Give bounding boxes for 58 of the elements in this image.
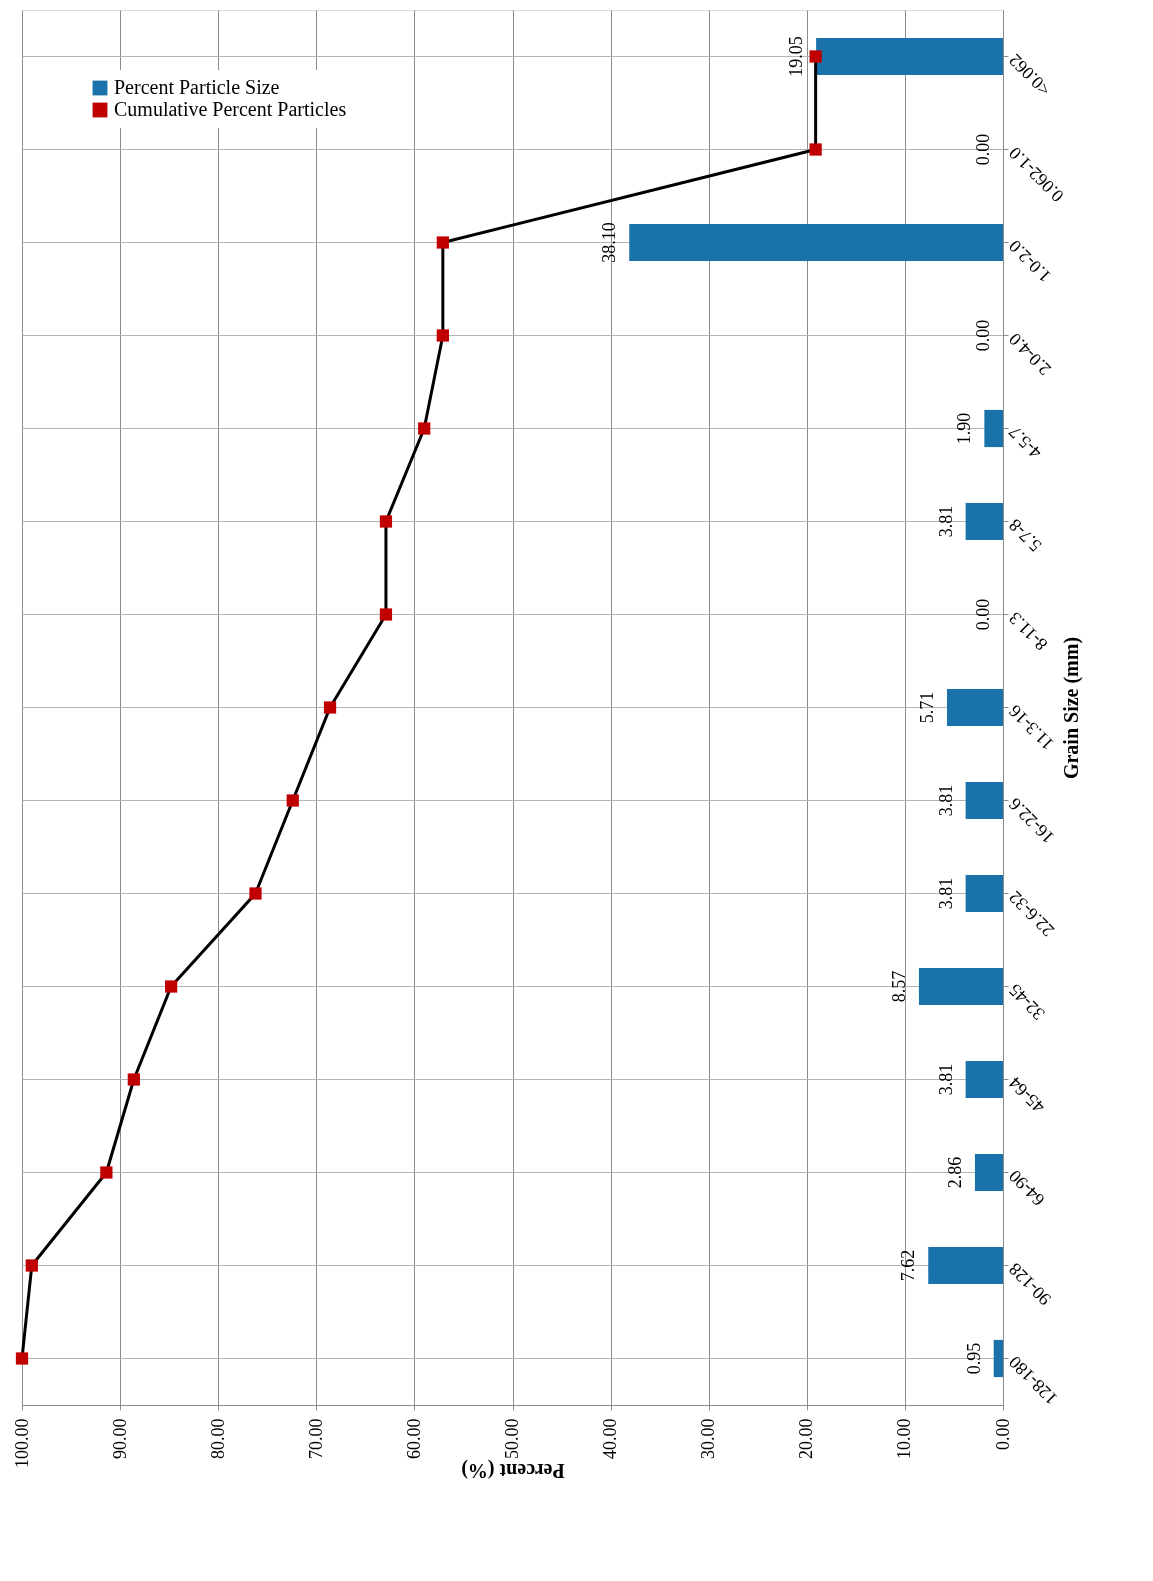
bar bbox=[974, 1153, 1003, 1192]
data-label: 5.71 bbox=[916, 691, 937, 724]
point bbox=[323, 701, 337, 714]
data-label: 38.10 bbox=[599, 222, 620, 263]
point bbox=[436, 329, 449, 342]
y-tick-label: 4-5.7 bbox=[1004, 422, 1046, 463]
point bbox=[100, 1166, 113, 1179]
data-label: 3.81 bbox=[935, 784, 956, 817]
x-tick-label: 80.00 bbox=[207, 1418, 228, 1459]
x-tick-label: 90.00 bbox=[109, 1418, 130, 1459]
data-label: 3.81 bbox=[935, 877, 956, 910]
point bbox=[379, 608, 393, 621]
point bbox=[249, 887, 262, 900]
x-tick-label: 30.00 bbox=[698, 1418, 719, 1459]
legend-label: Cumulative Percent Particles bbox=[114, 98, 347, 120]
x-tick-label: 60.00 bbox=[403, 1418, 424, 1459]
bar bbox=[965, 874, 1003, 913]
bar bbox=[629, 223, 1003, 262]
point bbox=[809, 50, 822, 63]
x-tick-label: 50.00 bbox=[502, 1418, 522, 1459]
point bbox=[127, 1073, 140, 1086]
bar bbox=[965, 1060, 1003, 1099]
data-label: 3.81 bbox=[935, 505, 956, 538]
point bbox=[436, 236, 449, 249]
bar bbox=[993, 1339, 1003, 1378]
bar bbox=[816, 37, 1003, 76]
data-label: 7.62 bbox=[898, 1249, 919, 1282]
bar bbox=[965, 781, 1003, 820]
point bbox=[25, 1259, 38, 1272]
data-label: 0.95 bbox=[963, 1342, 984, 1375]
point bbox=[809, 143, 822, 156]
x-tick-label: 100.00 bbox=[11, 1418, 32, 1468]
data-label: 0.00 bbox=[973, 319, 993, 352]
legend-label: Percent Particle Size bbox=[114, 76, 280, 98]
data-label: 19.05 bbox=[786, 36, 807, 77]
point bbox=[286, 794, 299, 807]
x-axis-title: Percent (%) bbox=[461, 1459, 565, 1482]
point bbox=[164, 980, 178, 993]
bar bbox=[984, 409, 1003, 448]
point bbox=[15, 1352, 29, 1365]
y-axis-title: Grain Size (mm) bbox=[1059, 636, 1083, 780]
bar bbox=[928, 1246, 1003, 1285]
x-tick-label: 20.00 bbox=[796, 1418, 817, 1459]
data-label: 0.00 bbox=[973, 598, 993, 631]
x-tick-label: 10.00 bbox=[894, 1418, 915, 1459]
data-label: 0.00 bbox=[973, 133, 993, 166]
bar bbox=[965, 502, 1003, 541]
data-label: 2.86 bbox=[944, 1156, 965, 1189]
data-label: 8.57 bbox=[888, 970, 909, 1003]
data-label: 3.81 bbox=[935, 1063, 956, 1096]
x-tick-label: 70.00 bbox=[305, 1418, 326, 1459]
data-label: 1.90 bbox=[954, 412, 975, 445]
bar bbox=[946, 688, 1003, 727]
x-tick-label: 0.00 bbox=[992, 1418, 1013, 1450]
point bbox=[379, 515, 393, 528]
bar bbox=[918, 967, 1003, 1006]
x-tick-label: 40.00 bbox=[600, 1418, 621, 1459]
point bbox=[418, 422, 431, 435]
